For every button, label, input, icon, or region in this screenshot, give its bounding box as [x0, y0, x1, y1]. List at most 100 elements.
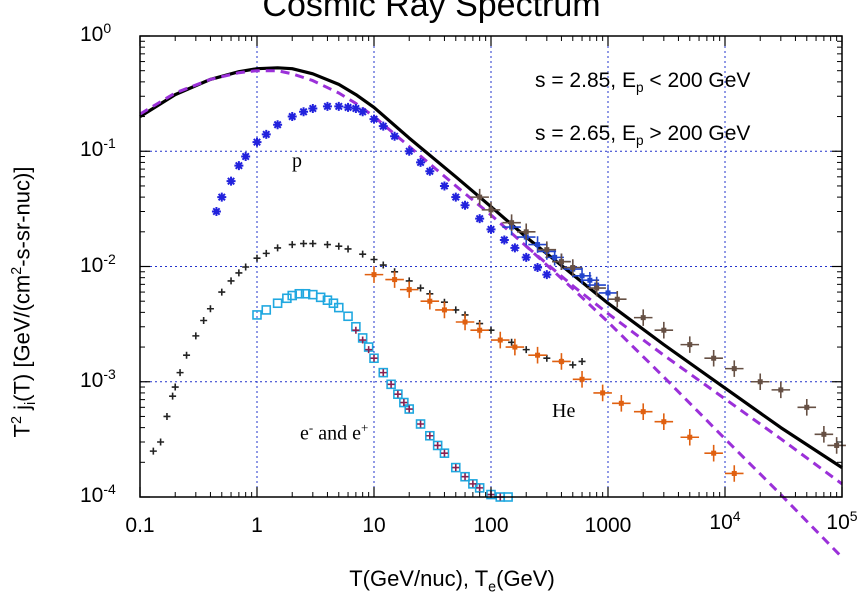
data-point: [163, 412, 171, 420]
data-point: [273, 120, 283, 130]
data-point: [217, 192, 227, 202]
data-point: [417, 420, 425, 428]
data-point: [211, 207, 221, 217]
data-point: [369, 353, 379, 364]
data-point-marker: [661, 327, 667, 333]
data-point: [404, 404, 415, 414]
data-point: [294, 288, 305, 299]
data-point-marker: [558, 358, 564, 364]
data-point: [415, 419, 426, 429]
data-point: [227, 277, 235, 285]
data-point: [474, 483, 485, 493]
data-point: [400, 399, 408, 407]
data-point: [499, 235, 509, 245]
data-point: [252, 137, 262, 147]
data-point: [183, 351, 191, 359]
model-curve-dashed: [525, 245, 843, 486]
data-point: [440, 449, 448, 457]
chart-title: Cosmic Ray Spectrum: [262, 0, 601, 24]
data-point: [387, 380, 395, 388]
data-point: [432, 440, 443, 451]
data-point-marker: [614, 296, 620, 302]
series-9: [352, 326, 504, 501]
data-point: [192, 332, 200, 340]
data-point-marker: [731, 470, 737, 476]
data-point: [393, 389, 403, 399]
y-tick-label: 100: [80, 20, 112, 46]
series-5: [470, 188, 846, 454]
data-point: [351, 103, 361, 113]
data-point-marker: [371, 272, 377, 278]
data-point: [308, 103, 318, 113]
x-tick-label: 100: [473, 514, 509, 537]
data-point: [169, 392, 177, 400]
data-point: [157, 438, 165, 446]
data-point-marker: [687, 342, 693, 348]
data-point: [358, 107, 368, 117]
data-point: [343, 311, 353, 322]
data-point: [300, 240, 308, 248]
data-point: [241, 152, 251, 162]
data-point: [378, 121, 388, 131]
data-point: [452, 464, 460, 472]
x-tick-label: 104: [709, 508, 741, 534]
model-curve-dashed: [139, 69, 844, 559]
data-point-marker: [477, 194, 483, 200]
x-tick-label: 105: [826, 508, 858, 534]
data-point: [569, 361, 577, 369]
data-point-marker: [778, 387, 784, 393]
data-point-marker: [392, 277, 398, 283]
data-point-marker: [512, 344, 518, 350]
data-point-marker: [552, 254, 558, 260]
data-point: [417, 284, 425, 292]
data-point: [333, 302, 344, 313]
data-point: [335, 242, 343, 250]
data-point: [315, 292, 326, 303]
data-point: [450, 462, 461, 473]
data-point: [521, 252, 531, 262]
data-point: [344, 245, 352, 253]
x-axis-label: T(GeV/nuc), Te(GeV): [349, 566, 555, 596]
data-point-marker: [477, 327, 483, 333]
data-point: [235, 269, 243, 277]
data-point: [359, 250, 367, 258]
data-point: [476, 484, 484, 492]
data-point: [287, 290, 298, 301]
data-point-marker: [711, 355, 717, 361]
data-point: [522, 346, 530, 354]
data-point: [272, 298, 283, 309]
series-7: [364, 266, 744, 482]
data-point: [578, 357, 586, 365]
data-point: [343, 102, 353, 112]
data-point: [226, 176, 236, 186]
x-tick-label: 10: [362, 514, 386, 537]
data-point: [287, 112, 297, 122]
data-point-marker: [600, 390, 606, 396]
data-point: [426, 432, 434, 440]
data-point: [399, 397, 409, 408]
data-point-marker: [640, 315, 646, 321]
series-1: [139, 69, 844, 559]
label-proton: p: [292, 150, 302, 172]
data-point: [309, 240, 317, 248]
y-tick-label: 10-2: [80, 250, 116, 277]
annotation-slope-low: s = 2.85, Ep < 200 GeV: [535, 69, 751, 96]
data-point-marker: [509, 220, 515, 226]
data-point-marker: [462, 319, 468, 325]
data-point-marker: [711, 450, 717, 456]
data-point: [261, 305, 272, 315]
data-point: [176, 369, 184, 377]
y-axis-label: T2 ji(T) [GeV/(cm2-s-sr-nuc)]: [9, 166, 39, 438]
data-point-marker: [570, 265, 576, 271]
data-point: [510, 243, 520, 253]
model-curve: [139, 66, 843, 469]
y-tick-label: 10-4: [80, 481, 116, 507]
data-point: [252, 310, 262, 320]
data-point: [369, 114, 379, 124]
data-point-marker: [558, 259, 564, 265]
data-point: [322, 101, 332, 111]
data-point: [370, 256, 378, 264]
data-point: [234, 161, 244, 171]
data-point-marker: [594, 285, 600, 291]
data-point: [379, 261, 387, 269]
